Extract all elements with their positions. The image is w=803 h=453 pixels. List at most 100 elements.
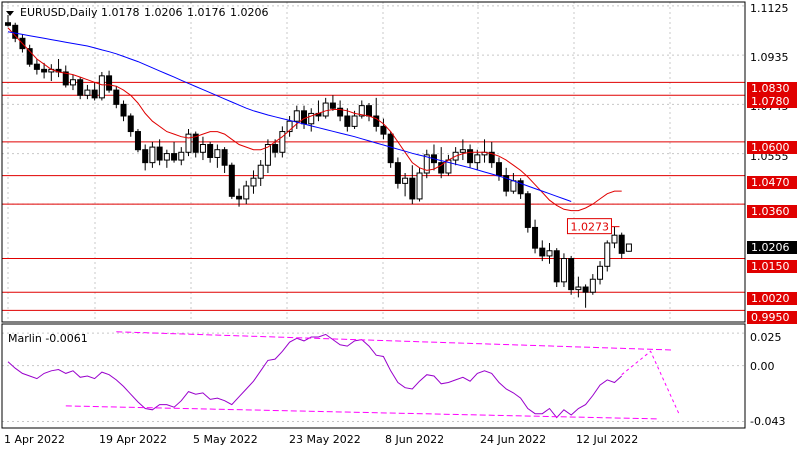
candle-body bbox=[257, 164, 264, 179]
last-price-label-bg bbox=[747, 241, 797, 254]
candle-body bbox=[69, 79, 76, 86]
candle-body bbox=[250, 177, 257, 187]
candle-body bbox=[199, 144, 206, 153]
candle-body bbox=[582, 286, 589, 293]
level-label-1-0360: 1.0360 bbox=[751, 205, 790, 218]
candle-body bbox=[33, 63, 40, 70]
candle-body bbox=[337, 107, 344, 117]
candle-body bbox=[539, 247, 546, 257]
candle-body bbox=[214, 149, 221, 158]
candle-body bbox=[553, 250, 560, 283]
candle-body bbox=[329, 102, 336, 109]
candle-body bbox=[416, 172, 423, 200]
date-tick-label: 19 Apr 2022 bbox=[99, 433, 167, 446]
marlin-oscillator bbox=[7, 331, 680, 420]
level-label-0-9950: 0.9950 bbox=[751, 311, 790, 324]
price-panel-frame bbox=[1, 1, 746, 323]
ohlc-close: 1.0206 bbox=[230, 6, 269, 19]
candle-body bbox=[5, 22, 11, 26]
date-tick-label: 24 Jun 2022 bbox=[480, 433, 546, 446]
candle-body bbox=[510, 180, 517, 192]
candle-body bbox=[134, 131, 141, 151]
candle-body bbox=[589, 278, 596, 293]
candle-body bbox=[192, 133, 199, 153]
candle-body bbox=[467, 149, 474, 164]
candle-body bbox=[366, 105, 372, 117]
candle-body bbox=[344, 115, 351, 127]
annotation-label: 1.0273 bbox=[570, 221, 609, 234]
candle-body bbox=[221, 149, 228, 166]
candle-body bbox=[503, 175, 510, 192]
candle-body bbox=[98, 75, 105, 99]
candle-body bbox=[387, 133, 394, 164]
marlin-projection-line bbox=[621, 350, 680, 416]
candle-body bbox=[272, 144, 279, 153]
dropdown-triangle-icon[interactable] bbox=[6, 11, 14, 16]
candle-body bbox=[618, 234, 625, 254]
level-label-1-0830: 1.0830 bbox=[751, 82, 790, 95]
candle-body bbox=[394, 162, 401, 184]
candle-body bbox=[532, 226, 539, 249]
candle-body bbox=[178, 151, 185, 161]
level-label-bg bbox=[747, 176, 797, 189]
candle-body bbox=[228, 164, 235, 197]
candle-body bbox=[236, 195, 243, 200]
candle-body bbox=[402, 177, 409, 184]
oscillator-axis: 0.025 0.00 -0.043 bbox=[750, 331, 785, 428]
candle-body bbox=[91, 89, 98, 99]
candle-body bbox=[243, 185, 250, 200]
candle-body bbox=[171, 153, 178, 161]
marlin-upper-trendline bbox=[116, 331, 673, 351]
candle-body bbox=[625, 243, 632, 252]
date-tick-label: 5 May 2022 bbox=[193, 433, 258, 446]
oscillator-tick-label: 0.00 bbox=[750, 360, 775, 373]
level-labels: 1.0830 1.0780 1.0600 1.0470 1.0360 1.020… bbox=[747, 82, 797, 324]
candle-body bbox=[301, 110, 308, 125]
candle-body bbox=[41, 68, 48, 73]
candle-body bbox=[264, 144, 271, 166]
candle-body bbox=[351, 115, 358, 127]
candle-body bbox=[84, 89, 91, 96]
candle-body bbox=[293, 110, 300, 122]
date-tick-label: 1 Apr 2022 bbox=[4, 433, 65, 446]
candle-body bbox=[77, 79, 84, 96]
candle-body bbox=[113, 89, 120, 105]
candle-body bbox=[279, 131, 286, 153]
candle-body bbox=[163, 153, 170, 161]
candle-body bbox=[409, 177, 416, 200]
candle-body bbox=[207, 144, 214, 158]
oscillator-label: Marlin -0.0061 bbox=[8, 332, 88, 345]
level-label-bg bbox=[747, 311, 797, 324]
price-tick-label: 1.1125 bbox=[750, 2, 789, 15]
oscillator-tick-label: -0.043 bbox=[750, 415, 785, 428]
candle-body bbox=[423, 154, 430, 174]
candle-body bbox=[322, 102, 329, 117]
symbol-label: EURUSD,Daily bbox=[20, 6, 98, 19]
date-tick-label: 12 Jul 2022 bbox=[576, 433, 638, 446]
date-tick-label: 8 Jun 2022 bbox=[385, 433, 444, 446]
candle-body bbox=[12, 24, 19, 39]
candle-body bbox=[156, 146, 163, 161]
last-price-label: 1.0206 bbox=[751, 241, 790, 254]
candle-body bbox=[524, 193, 531, 228]
level-label-1-0780: 1.0780 bbox=[751, 95, 790, 108]
oscillator-grid bbox=[2, 332, 745, 422]
marlin-line bbox=[7, 333, 623, 419]
level-label-1-0600: 1.0600 bbox=[751, 141, 790, 154]
candle-body bbox=[142, 149, 149, 164]
candle-body bbox=[127, 115, 134, 133]
candle-body bbox=[488, 151, 495, 164]
price-tick-label: 1.0935 bbox=[750, 51, 789, 64]
candle-body bbox=[358, 105, 365, 117]
candle-body bbox=[546, 250, 553, 257]
ohlc-high: 1.0206 bbox=[144, 6, 183, 19]
candle-body bbox=[611, 234, 618, 244]
time-axis: 1 Apr 2022 19 Apr 2022 5 May 2022 23 May… bbox=[4, 433, 638, 446]
candle-body bbox=[568, 258, 575, 291]
level-label-1-0150: 1.0150 bbox=[751, 260, 790, 273]
candle-body bbox=[575, 286, 582, 291]
level-label-bg bbox=[747, 292, 797, 305]
candle-body bbox=[286, 120, 293, 133]
ohlc-low: 1.0176 bbox=[187, 6, 226, 19]
